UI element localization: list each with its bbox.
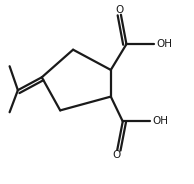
Text: OH: OH <box>156 39 172 49</box>
Text: O: O <box>112 151 120 160</box>
Text: OH: OH <box>152 116 168 126</box>
Text: O: O <box>116 5 124 15</box>
